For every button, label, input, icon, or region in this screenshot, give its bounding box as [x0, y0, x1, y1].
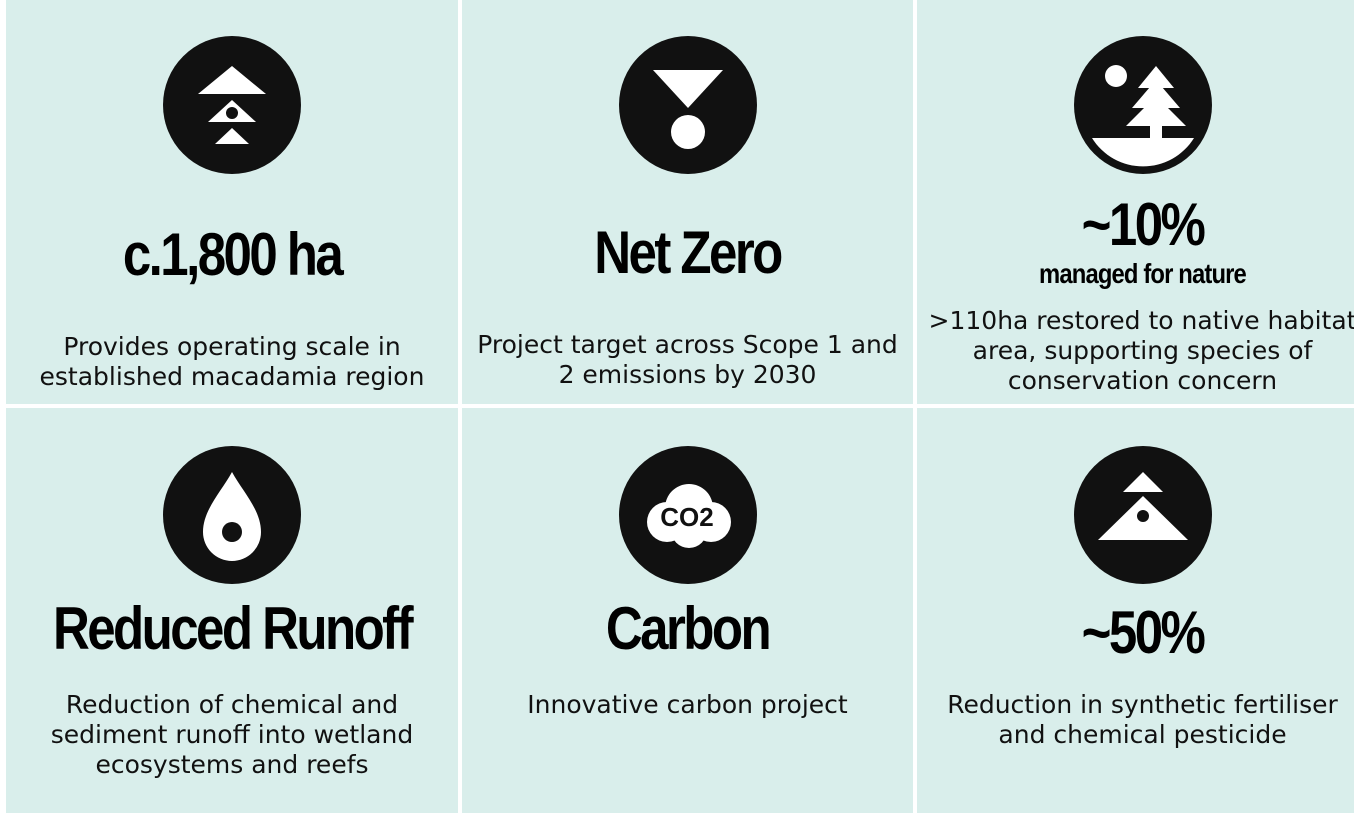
headline: c.1,800 ha	[122, 221, 344, 288]
headline: Reduced Runoff	[52, 595, 414, 662]
description: Reduction of chemical and sediment runof…	[50, 690, 414, 779]
headline: ~50%	[1081, 599, 1206, 666]
icon: CO2	[618, 446, 757, 584]
description: Reduction in synthetic fertiliser and ch…	[947, 690, 1338, 749]
tile: Net Zero Project target across Scope 1 a…	[462, 0, 913, 404]
tile: ~10% managed for nature >110ha restored …	[917, 0, 1354, 404]
headline: Net Zero	[594, 219, 783, 286]
subheadline: managed for nature	[1039, 258, 1247, 289]
description: Provides operating scale in established …	[39, 332, 425, 391]
icon-text: CO2	[660, 502, 713, 532]
description: Innovative carbon project	[527, 690, 848, 719]
icon	[618, 36, 757, 174]
tile: c.1,800 ha Provides operating scale in e…	[6, 0, 458, 404]
icon	[163, 36, 301, 174]
tile: ~50% Reduction in synthetic fertiliser a…	[917, 408, 1354, 813]
tile: Reduced Runoff Reduction of chemical and…	[6, 408, 458, 813]
icon	[163, 446, 301, 584]
headline: Carbon	[605, 595, 772, 662]
icon	[1073, 36, 1212, 174]
description: Project target across Scope 1 and 2 emis…	[477, 330, 898, 389]
description: >110ha restored to native habitat area, …	[928, 306, 1354, 395]
headline: ~10%	[1081, 191, 1206, 258]
tile: CO2 Carbon Innovative carbon project	[462, 408, 913, 813]
icon	[1073, 446, 1212, 584]
